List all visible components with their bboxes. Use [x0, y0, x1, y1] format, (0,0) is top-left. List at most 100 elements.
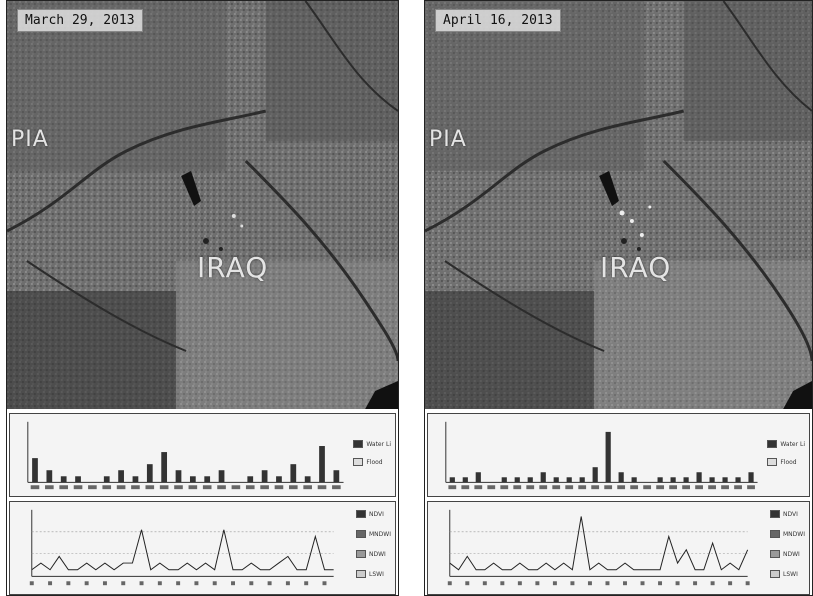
bar — [175, 470, 182, 483]
legend-item: Water Li — [353, 440, 391, 448]
legend-swatch — [353, 458, 364, 466]
x-tick-mark — [487, 485, 496, 490]
map-terrain — [7, 1, 398, 409]
bar — [709, 477, 715, 483]
satellite-map[interactable]: April 16, 2013 PIA IRAQ — [425, 1, 812, 409]
legend-item: Flood — [767, 458, 805, 466]
x-tick-mark — [249, 581, 254, 586]
x-tick-mark — [267, 581, 272, 586]
bar — [696, 472, 702, 483]
legend-label: NDVI — [369, 510, 384, 518]
x-tick-mark — [59, 485, 68, 490]
x-tick-mark — [30, 485, 40, 490]
x-tick-mark — [260, 485, 269, 490]
x-tick-mark — [695, 485, 703, 490]
bar — [75, 476, 81, 483]
panel-left: March 29, 2013 PIA IRAQ Water Li Flood N… — [6, 0, 399, 596]
x-tick-mark — [231, 485, 241, 490]
x-tick-mark — [565, 485, 574, 490]
legend-item: NDVI — [770, 510, 805, 518]
bar — [276, 476, 282, 483]
x-tick-mark — [745, 581, 750, 586]
x-tick-mark — [552, 581, 557, 586]
bar — [514, 477, 520, 483]
chart-bottom: NDVI MNDWI NDWI LSWI — [427, 501, 810, 595]
bar — [527, 477, 533, 483]
chart-top-svg — [27, 421, 344, 490]
bar — [605, 431, 611, 483]
legend-swatch — [770, 550, 780, 558]
legend-label: NDVI — [783, 510, 798, 518]
legend-item: NDWI — [356, 550, 391, 558]
date-label: March 29, 2013 — [17, 9, 143, 32]
x-tick-mark — [500, 581, 505, 586]
x-tick-mark — [212, 581, 217, 586]
chart-top: Water Li Flood — [427, 413, 810, 497]
x-tick-mark — [73, 485, 83, 490]
place-label-iraq: IRAQ — [600, 251, 672, 284]
legend-top: Water Li Flood — [353, 440, 391, 466]
bar — [592, 467, 598, 483]
legend-swatch — [356, 530, 366, 538]
x-tick-mark — [461, 485, 470, 490]
bar — [32, 458, 38, 483]
x-tick-mark — [539, 485, 548, 490]
x-tick-mark — [643, 485, 652, 490]
legend-label: LSWI — [369, 570, 384, 578]
x-tick-mark — [500, 485, 509, 490]
legend-swatch — [767, 440, 778, 448]
x-tick-mark — [474, 485, 483, 490]
x-tick-mark — [591, 485, 600, 490]
satellite-map[interactable]: March 29, 2013 PIA IRAQ — [7, 1, 398, 409]
legend-item: MNDWI — [770, 530, 805, 538]
x-tick-mark — [682, 485, 690, 490]
x-tick-mark — [587, 581, 592, 586]
bar — [204, 476, 211, 483]
place-label-iraq: IRAQ — [197, 251, 269, 284]
bar — [60, 476, 67, 483]
x-tick-mark — [623, 581, 627, 586]
x-tick-mark — [285, 581, 290, 586]
x-tick-mark — [317, 485, 327, 490]
bar — [735, 477, 741, 483]
bar — [146, 464, 153, 483]
x-tick-mark — [29, 581, 34, 586]
x-tick-mark — [145, 485, 155, 490]
panel-right: April 16, 2013 PIA IRAQ Water Li Flood N… — [424, 0, 813, 596]
legend-item: LSWI — [356, 570, 391, 578]
place-label-west: PIA — [11, 127, 49, 152]
bar — [631, 477, 637, 483]
x-tick-mark — [482, 581, 487, 586]
legend-swatch — [356, 570, 366, 578]
bar — [683, 477, 689, 483]
x-tick-mark — [194, 581, 199, 586]
x-tick-mark — [102, 581, 107, 586]
bar — [304, 476, 311, 483]
x-tick-mark — [304, 581, 309, 586]
x-tick-mark — [570, 581, 575, 586]
chart-top-svg — [445, 421, 758, 490]
x-tick-mark — [675, 581, 680, 586]
series-line — [31, 529, 334, 571]
x-tick-mark — [552, 485, 561, 490]
x-tick-mark — [517, 581, 522, 586]
legend-swatch — [356, 550, 366, 558]
bar — [540, 472, 546, 483]
bar — [657, 477, 663, 483]
bar — [46, 470, 53, 483]
bar — [132, 476, 139, 483]
legend-swatch — [770, 510, 780, 518]
x-tick-mark — [747, 485, 755, 490]
legend-swatch — [353, 440, 364, 448]
x-tick-mark — [159, 485, 169, 490]
bar — [247, 476, 254, 483]
x-tick-mark — [617, 485, 626, 490]
x-tick-mark — [289, 485, 298, 490]
bar — [579, 477, 585, 483]
legend-label: MNDWI — [783, 530, 805, 538]
bar — [319, 446, 325, 483]
x-tick-mark — [48, 581, 53, 586]
x-tick-mark — [448, 485, 457, 490]
x-tick-mark — [693, 581, 698, 586]
bar — [261, 470, 268, 483]
